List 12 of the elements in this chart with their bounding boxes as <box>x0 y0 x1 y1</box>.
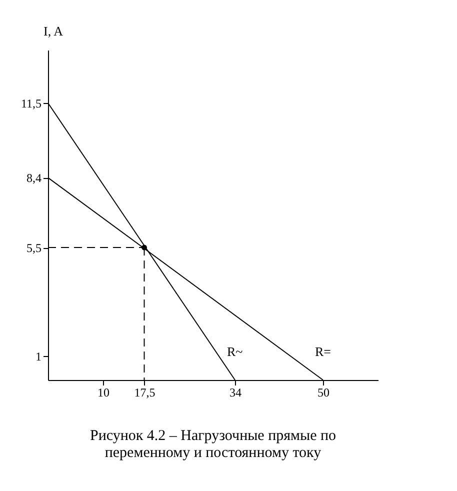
text: Рисунок 4.2 – Нагрузочные прямые по переменному и постоянному току <box>90 428 336 461</box>
series-label: R= <box>315 344 332 359</box>
y-tick-label: 11,5 <box>20 96 42 110</box>
x-tick-label: 50 <box>318 386 330 400</box>
series-label: R~ <box>227 344 243 359</box>
y-tick-label: 1 <box>36 349 42 364</box>
y-tick-label: 8,4 <box>26 171 42 186</box>
x-tick-label: 17,5 <box>134 386 156 400</box>
y-axis-title: I, A <box>44 24 64 38</box>
x-tick-label: 10 <box>98 386 110 400</box>
y-tick-label: 5,5 <box>26 241 42 256</box>
x-tick-label: 34 <box>230 386 242 400</box>
